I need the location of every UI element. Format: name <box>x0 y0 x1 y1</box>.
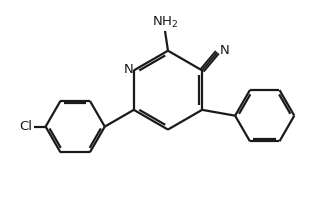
Text: Cl: Cl <box>19 120 32 133</box>
Text: NH$_2$: NH$_2$ <box>152 14 178 30</box>
Text: N: N <box>124 63 134 76</box>
Text: N: N <box>219 44 229 57</box>
